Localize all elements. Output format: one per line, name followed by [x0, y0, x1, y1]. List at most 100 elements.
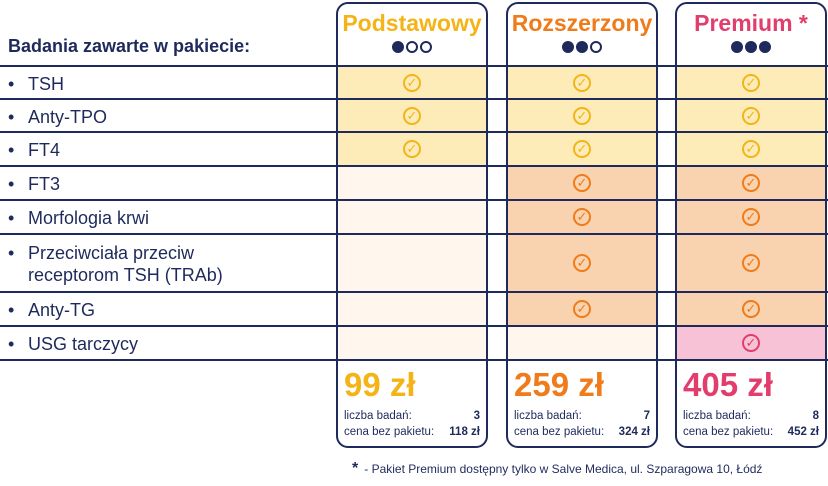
tests-header: Badania zawarte w pakiecie: [8, 36, 251, 56]
stat-label: liczba badań: [344, 410, 412, 422]
row-divider [0, 233, 828, 235]
package-cell: ✓ [338, 67, 486, 98]
bullet-icon: • [8, 334, 15, 354]
bullet-icon: • [8, 300, 15, 320]
package-cell: ✓ [338, 133, 486, 165]
package-cell: ✓ [677, 235, 825, 291]
package-price: 405 zł [683, 366, 773, 403]
package-cell [338, 327, 486, 359]
stat-value: 452 zł [787, 426, 819, 438]
empty-dot-icon [420, 41, 432, 53]
package-card-2: Rozszerzony 259 zł liczba badań: 7 cena bez … [506, 2, 658, 448]
check-icon: ✓ [742, 254, 760, 272]
footnote: * - Pakiet Premium dostępny tylko w Salve… [352, 460, 762, 478]
check-icon: ✓ [573, 140, 591, 158]
package-cell: ✓ [677, 100, 825, 131]
price-without-package: cena bez pakietu: 324 zł [514, 426, 650, 438]
level-dots [508, 40, 656, 58]
test-count: liczba badań: 7 [514, 410, 650, 422]
row-label: • Morfologia krwi [8, 208, 150, 228]
test-count: liczba badań: 3 [344, 410, 480, 422]
price-without-package: cena bez pakietu: 118 zł [344, 426, 480, 438]
footnote-star: * [352, 460, 359, 477]
stat-value: 7 [643, 410, 650, 422]
footnote-text: - Pakiet Premium dostępny tylko w Salve … [364, 462, 763, 476]
stat-label: liczba badań: [683, 410, 751, 422]
stat-label: cena bez pakietu: [514, 426, 605, 438]
package-cell: ✓ [508, 167, 656, 199]
check-icon: ✓ [403, 106, 421, 125]
row-label: • USG tarczycy [8, 334, 139, 354]
package-cell: ✓ [677, 327, 825, 359]
package-price: 259 zł [514, 366, 604, 403]
bullet-icon: • [8, 140, 15, 160]
level-dots [677, 40, 825, 58]
check-icon: ✓ [573, 300, 591, 318]
package-cell [338, 293, 486, 325]
check-icon: ✓ [742, 208, 760, 226]
empty-dot-icon [590, 41, 602, 53]
row-label: • Przeciwciała przeciw receptorom TSH (TR… [8, 243, 223, 285]
package-cell: ✓ [677, 293, 825, 325]
package-cell: ✓ [338, 100, 486, 131]
row-divider [0, 291, 828, 293]
check-icon: ✓ [742, 300, 760, 318]
package-price: 99 zł [344, 366, 416, 403]
check-icon: ✓ [573, 174, 591, 192]
package-cell: ✓ [508, 67, 656, 98]
check-icon: ✓ [742, 174, 760, 192]
bullet-icon: • [8, 174, 15, 194]
filled-dot-icon [576, 41, 588, 53]
package-cell: ✓ [508, 201, 656, 233]
package-cell: ✓ [677, 167, 825, 199]
row-label: • TSH [8, 73, 64, 94]
bullet-icon: • [8, 106, 15, 127]
check-icon: ✓ [742, 140, 760, 158]
package-card-1: Podstawowy 99 zł liczba badań: 3 cena bez pa… [336, 2, 488, 448]
row-divider [0, 359, 828, 361]
check-icon: ✓ [742, 334, 760, 352]
package-cell: ✓ [508, 293, 656, 325]
empty-dot-icon [406, 41, 418, 53]
row-divider [0, 65, 828, 67]
check-icon: ✓ [573, 208, 591, 226]
package-cell: ✓ [508, 235, 656, 291]
check-icon: ✓ [742, 106, 760, 125]
package-card-3: Premium * 405 zł liczba badań: 8 cena bez pa… [675, 2, 827, 448]
package-title: Podstawowy [342, 10, 482, 36]
row-divider [0, 98, 828, 100]
level-dots [338, 40, 486, 58]
package-title: Rozszerzony [511, 10, 653, 36]
price-without-package: cena bez pakietu: 452 zł [683, 426, 819, 438]
check-icon: ✓ [403, 140, 421, 158]
package-cell [338, 201, 486, 233]
bullet-icon: • [8, 73, 15, 94]
filled-dot-icon [392, 41, 404, 53]
stat-value: 8 [812, 410, 819, 422]
row-label: • FT3 [8, 174, 61, 194]
package-cell: ✓ [508, 100, 656, 131]
package-cell [508, 327, 656, 359]
filled-dot-icon [759, 41, 771, 53]
stat-value: 118 zł [449, 426, 480, 438]
filled-dot-icon [745, 41, 757, 53]
check-icon: ✓ [403, 73, 421, 92]
test-count: liczba badań: 8 [683, 410, 819, 422]
filled-dot-icon [731, 41, 743, 53]
stat-label: liczba badań: [514, 410, 582, 422]
package-cell: ✓ [677, 201, 825, 233]
row-divider [0, 199, 828, 201]
stat-value: 324 zł [618, 426, 650, 438]
package-cell: ✓ [677, 133, 825, 165]
stat-label: cena bez pakietu: [683, 426, 774, 438]
package-cell: ✓ [677, 67, 825, 98]
package-cell [338, 235, 486, 291]
bullet-icon: • [8, 243, 15, 263]
row-divider [0, 325, 828, 327]
filled-dot-icon [562, 41, 574, 53]
package-title: Premium * [694, 10, 808, 36]
check-icon: ✓ [573, 106, 591, 125]
check-icon: ✓ [742, 73, 760, 92]
stat-value: 3 [473, 410, 480, 422]
stat-label: cena bez pakietu: [344, 426, 435, 438]
